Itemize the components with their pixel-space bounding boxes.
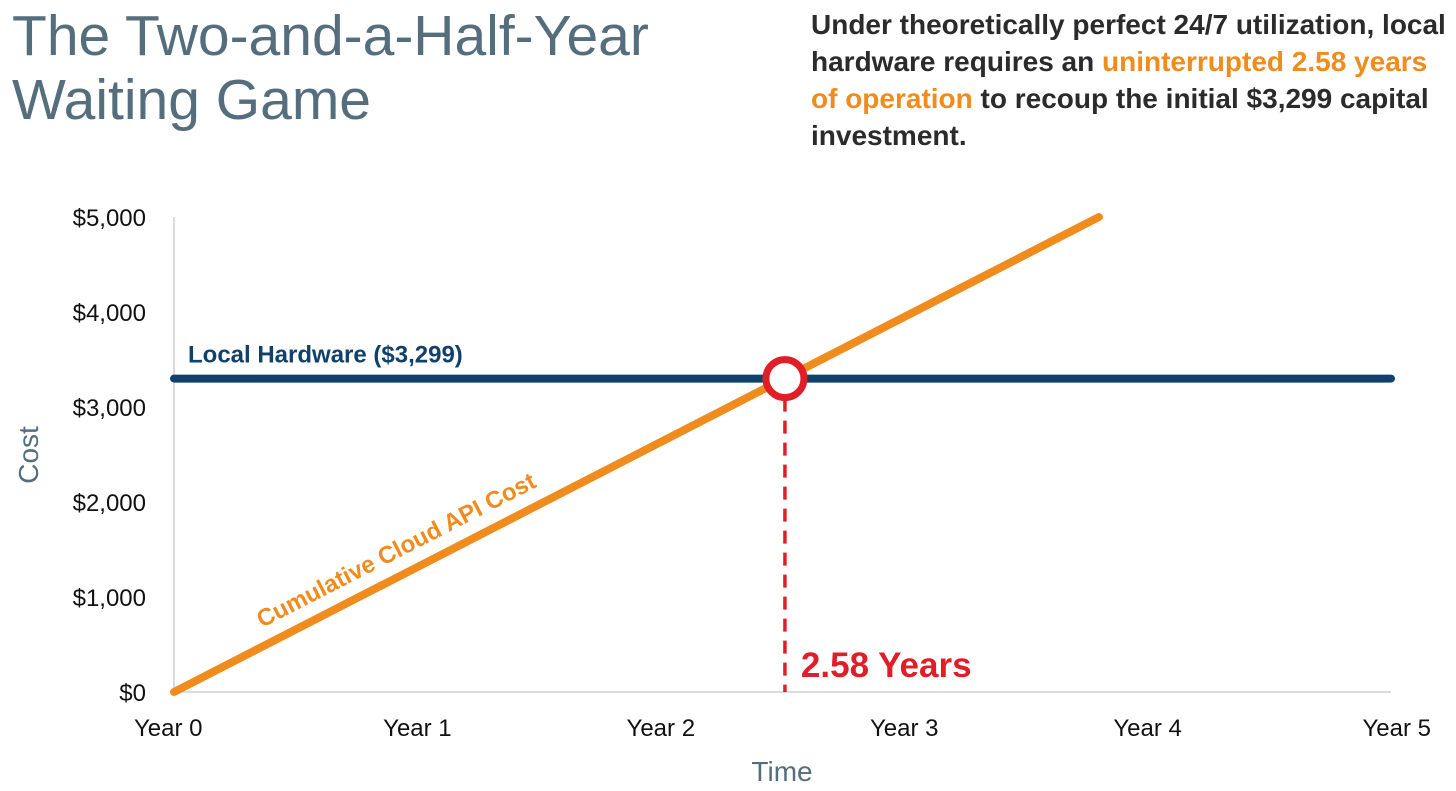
axes xyxy=(173,217,1391,693)
y-axis-title: Cost xyxy=(13,426,44,484)
x-tick-labels: Year 0 Year 1 Year 2 Year 3 Year 4 Year 5 xyxy=(134,715,1431,742)
title-line-2: Waiting Game xyxy=(12,68,372,132)
series-label-local-hardware: Local Hardware ($3,299) xyxy=(188,342,463,369)
series: Local Hardware ($3,299) Cumulative Cloud … xyxy=(170,213,1395,696)
breakeven-annotation: 2.58 Years xyxy=(762,356,972,692)
y-tick-label: $2,000 xyxy=(73,490,146,517)
x-tick-label: Year 2 xyxy=(627,715,696,742)
subtitle-highlight: uninterrupted 2.58 years of operation xyxy=(811,46,1428,114)
y-tick-label: $5,000 xyxy=(73,205,146,232)
breakeven-label: 2.58 Years xyxy=(801,646,972,685)
subtitle: Under theoretically perfect 24/7 utiliza… xyxy=(811,6,1451,154)
y-tick-label: $3,000 xyxy=(73,395,146,422)
y-tick-labels: $0 $1,000 $2,000 $3,000 $4,000 $5,000 xyxy=(73,205,146,707)
page-title: The Two-and-a-Half-Year Waiting Game xyxy=(12,4,712,132)
subtitle-part-1: Under theoretically perfect 24/7 utiliza… xyxy=(811,9,1446,77)
x-tick-label: Year 4 xyxy=(1113,715,1182,742)
y-tick-label: $0 xyxy=(119,680,146,707)
y-tick-label: $1,000 xyxy=(73,585,146,612)
x-tick-label: Year 1 xyxy=(383,715,452,742)
series-label-cloud-api: Cumulative Cloud API Cost xyxy=(252,468,540,634)
x-tick-label: Year 0 xyxy=(134,715,203,742)
x-tick-label: Year 5 xyxy=(1362,715,1431,742)
subtitle-part-2: to recoup the initial $3,299 capital inv… xyxy=(811,83,1429,151)
breakeven-marker xyxy=(762,356,808,402)
x-tick-label: Year 3 xyxy=(870,715,939,742)
x-axis-title: Time xyxy=(751,756,812,787)
title-line-1: The Two-and-a-Half-Year xyxy=(12,4,649,68)
y-tick-label: $4,000 xyxy=(73,300,146,327)
series-line-cloud-api xyxy=(170,213,1103,696)
